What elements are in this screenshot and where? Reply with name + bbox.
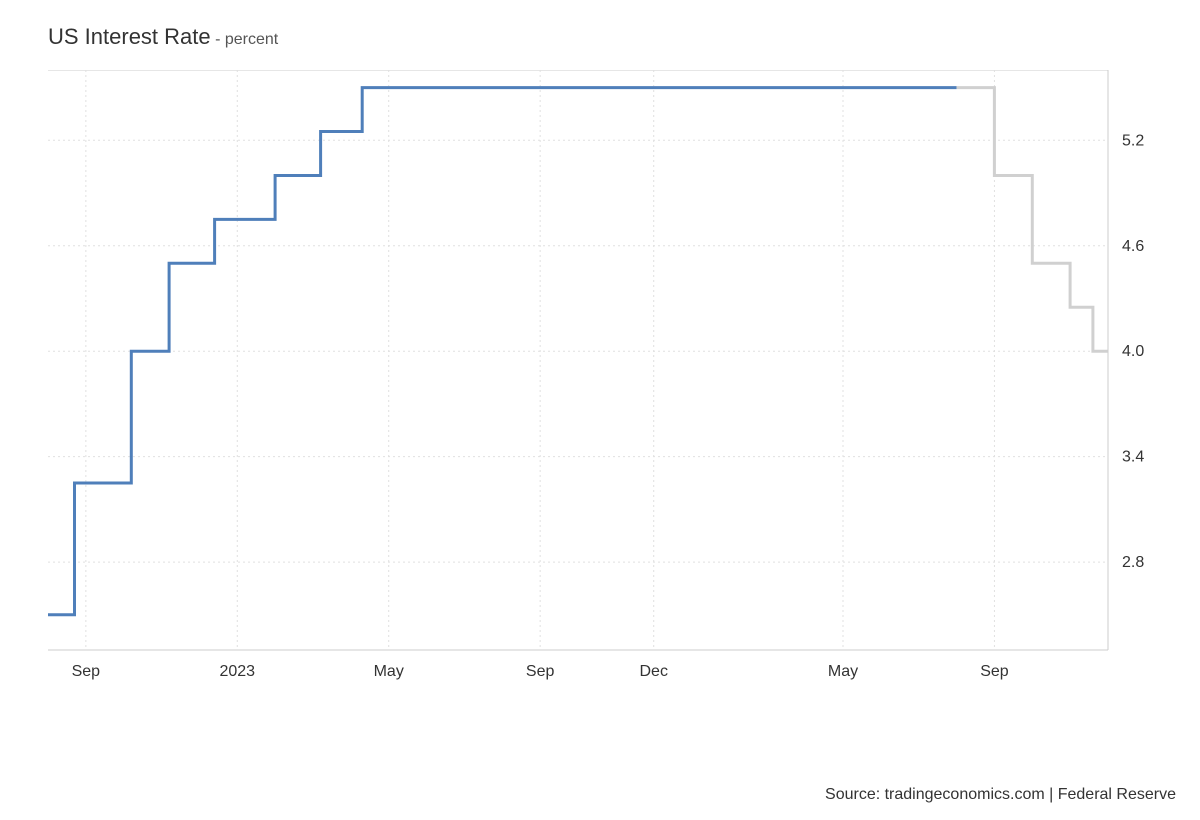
chart-source: Source: tradingeconomics.com | Federal R… [825, 786, 1176, 804]
svg-text:Sep: Sep [72, 663, 101, 680]
chart-svg: 2.8 3.4 4.0 4.6 5.2 Sep 2023 May Sep Dec May Sep [48, 70, 1148, 710]
svg-text:Sep: Sep [526, 663, 555, 680]
svg-text:Sep: Sep [980, 663, 1009, 680]
svg-text:4.0: 4.0 [1122, 343, 1144, 360]
series-forecast [957, 88, 1108, 352]
svg-text:Dec: Dec [639, 663, 667, 680]
svg-text:3.4: 3.4 [1122, 449, 1144, 466]
chart-title: US Interest Rate - percent [48, 24, 278, 50]
svg-text:5.2: 5.2 [1122, 132, 1144, 149]
chart-container: US Interest Rate - percent 2.8 3.4 4.0 4.6 5… [0, 0, 1200, 820]
svg-text:May: May [828, 663, 858, 680]
title-sub: - percent [211, 31, 279, 48]
title-main: US Interest Rate [48, 24, 211, 49]
svg-text:2023: 2023 [219, 663, 255, 680]
svg-text:4.6: 4.6 [1122, 238, 1144, 255]
svg-text:May: May [374, 663, 404, 680]
svg-text:2.8: 2.8 [1122, 554, 1144, 571]
chart-plot: 2.8 3.4 4.0 4.6 5.2 Sep 2023 May Sep Dec May Sep [48, 70, 1148, 710]
